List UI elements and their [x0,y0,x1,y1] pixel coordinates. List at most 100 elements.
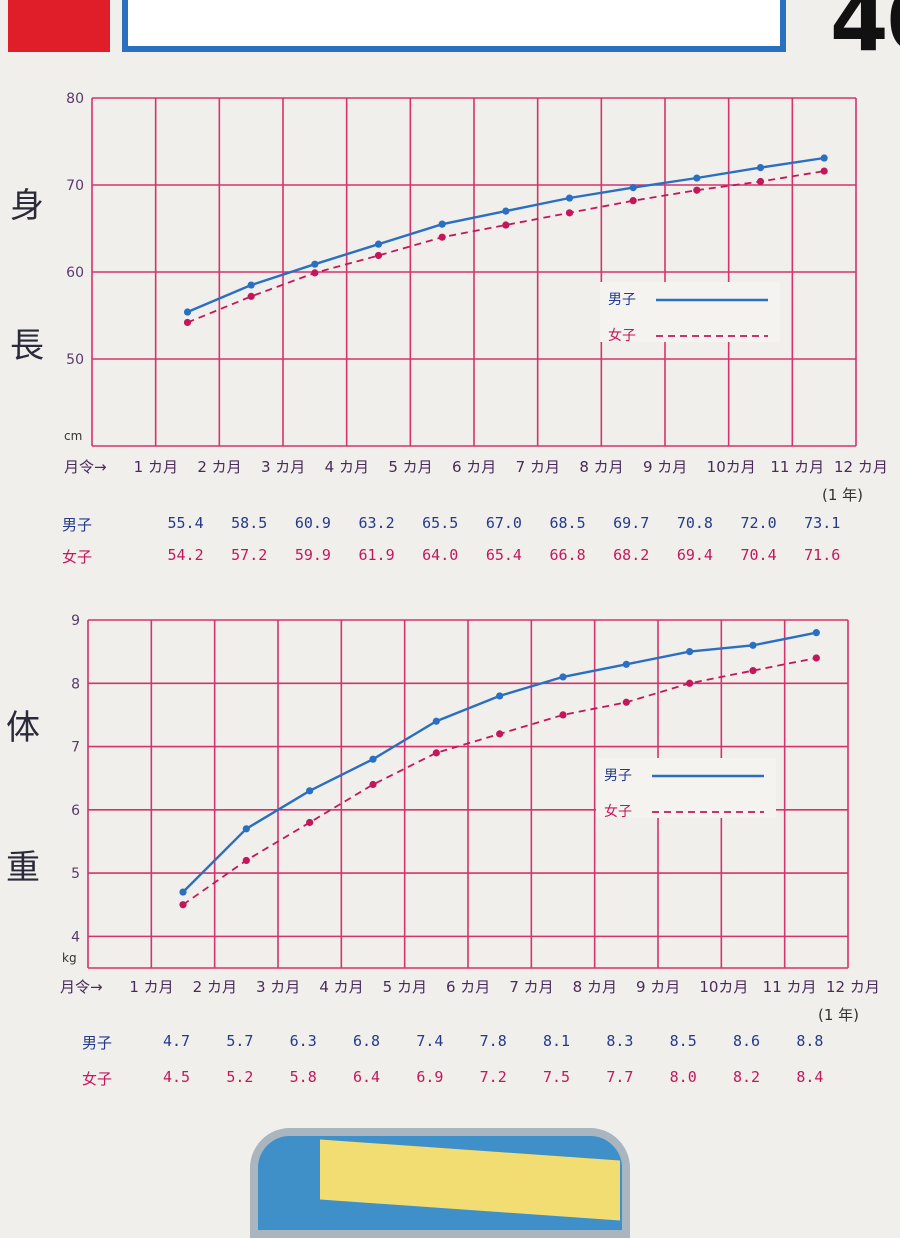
boys-data-point [812,629,820,637]
value-cell: 67.0 [485,514,522,532]
month-tick-label: 8 カ月 [572,978,617,996]
height-boys-row: 男子 55.4 58.5 60.9 63.2 65.5 67.0 68.5 69.7 70.8 7… [0,514,900,538]
month-tick-label: 2 カ月 [197,458,242,476]
y-tick-label: 6 [71,803,80,819]
value-cell: 8.8 [796,1032,824,1050]
y-tick-label: 9 [71,613,80,629]
girls-data-point [686,679,694,687]
boys-data-point [369,755,377,763]
y-unit-label: cm [64,429,82,443]
month-tick-label: 12 カ月 [834,458,888,476]
weight-month-axis: 月令→ 1 カ月 2 カ月 3 カ月 4 カ月 5 カ月 6 カ月 7 カ月 8 カ月 9 カ月 1… [0,976,900,1000]
month-axis-prefix: 月令→ [64,458,107,476]
value-cell: 8.4 [796,1068,824,1086]
boys-data-point [756,164,765,172]
value-cell: 55.4 [167,514,204,532]
month-tick-label: 11 カ月 [770,458,825,476]
value-cell: 59.9 [294,546,331,564]
month-tick-label: 4 カ月 [319,978,364,996]
boys-data-point [559,673,567,681]
value-cell: 72.0 [740,514,777,532]
month-tick-label: 6 カ月 [446,978,491,996]
boys-data-point [311,260,319,268]
boys-data-point [179,888,187,896]
y-tick-label: 4 [71,929,80,945]
height-label-2: 長 [10,326,44,366]
month-tick-label: 10カ月 [699,978,749,996]
month-tick-label: 5 カ月 [388,458,433,476]
boys-data-point [496,692,504,700]
girls-data-point [183,318,192,327]
value-cell: 4.7 [163,1032,191,1050]
month-tick-label: 6 カ月 [452,458,497,476]
value-cell: 5.2 [226,1068,254,1086]
girls-data-point [306,818,314,827]
month-tick-label: 4 カ月 [324,458,369,476]
month-tick-label: 5 カ月 [382,978,427,996]
value-cell: 54.2 [167,546,204,564]
value-cell: 8.0 [669,1068,697,1086]
boys-data-point [686,648,694,656]
y-tick-label: 50 [66,352,84,368]
boys-data-point [749,641,757,649]
girls-data-point [438,233,446,241]
height-girls-row: 女子 54.2 57.2 59.9 61.9 64.0 65.4 66.8 68.2 69.4 7… [0,546,900,570]
girls-data-point [749,667,757,675]
y-unit-label: kg [62,951,77,965]
legend-boys-label: 男子 [608,292,636,308]
weight-label-2: 重 [6,848,40,888]
month-tick-label: 3 カ月 [261,458,306,476]
value-cell: 68.2 [613,546,650,564]
month-tick-label: 7 カ月 [515,458,560,476]
value-cell: 8.6 [733,1032,761,1050]
month-tick-label: 10カ月 [706,458,756,476]
weight-label-1: 体 [6,708,40,748]
height-year-note: (1 年) [822,486,864,504]
value-cell: 7.8 [479,1032,507,1050]
boys-data-point [183,308,192,316]
girls-data-point [693,186,701,194]
boys-data-point [565,194,574,202]
girls-data-point [502,221,510,229]
value-cell: 8.5 [669,1032,697,1050]
boys-data-point [438,220,446,228]
height-girls-label: 女子 [62,548,93,566]
girls-series-line [187,170,825,324]
value-cell: 65.5 [422,514,459,532]
girls-data-point [496,730,504,738]
y-tick-label: 60 [66,265,84,281]
month-tick-label: 8 カ月 [579,458,624,476]
value-cell: 70.8 [676,514,713,532]
y-tick-label: 7 [71,740,80,756]
month-tick-label: 9 カ月 [643,458,688,476]
girls-data-point [559,711,567,719]
boys-data-point [629,184,637,192]
girls-data-point [374,251,383,260]
value-cell: 63.2 [358,514,395,532]
girls-data-point [629,197,637,205]
month-tick-label: 11 カ月 [762,978,817,996]
month-tick-label: 9 カ月 [636,978,681,996]
value-cell: 7.5 [543,1068,571,1086]
boys-data-point [432,717,440,725]
boys-data-point [502,207,510,215]
month-tick-label: 2 カ月 [192,978,237,996]
value-cell: 8.2 [733,1068,761,1086]
page-number: 40 [830,0,900,70]
value-cell: 8.3 [606,1032,634,1050]
value-cell: 58.5 [231,514,268,532]
value-cell: 60.9 [294,514,331,532]
month-tick-label: 1 カ月 [129,978,174,996]
boys-data-point [374,240,383,248]
weight-boys-row: 男子 4.7 5.7 6.3 6.8 7.4 7.8 8.1 8.3 8.5 8.6 8.8 [0,1032,900,1056]
month-tick-label: 12 カ月 [826,978,880,996]
girls-data-point [812,654,820,662]
month-axis-prefix: 月令→ [60,978,103,996]
value-cell: 5.7 [226,1032,254,1050]
boys-data-point [242,825,250,833]
value-cell: 70.4 [740,546,777,564]
girls-data-point [242,856,250,865]
month-tick-label: 7 カ月 [509,978,554,996]
